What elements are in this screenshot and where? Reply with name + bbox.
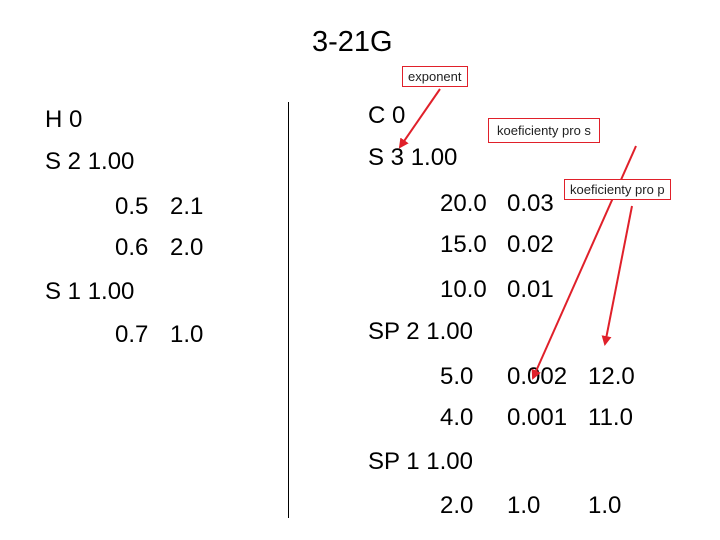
carbon-shell-sp1: SP 1 1.00 <box>368 448 473 475</box>
carbon-coefficient-p: 1.0 <box>588 492 622 519</box>
carbon-exponent: 5.0 <box>440 363 474 390</box>
hydrogen-header: H 0 <box>45 106 83 133</box>
hydrogen-exponent: 0.5 <box>115 193 149 220</box>
carbon-coefficient-s: 1.0 <box>507 492 541 519</box>
carbon-header: C 0 <box>368 102 406 129</box>
carbon-shell-sp2: SP 2 1.00 <box>368 318 473 345</box>
hydrogen-shell-s2: S 2 1.00 <box>45 148 135 175</box>
hydrogen-coefficient: 2.0 <box>170 234 204 261</box>
carbon-coefficient-s: 0.01 <box>507 276 554 303</box>
carbon-exponent: 20.0 <box>440 190 487 217</box>
hydrogen-exponent: 0.6 <box>115 234 149 261</box>
carbon-coefficient-p: 11.0 <box>588 404 633 431</box>
hydrogen-exponent: 0.7 <box>115 321 149 348</box>
column-divider <box>288 102 289 518</box>
hydrogen-coefficient: 2.1 <box>170 193 204 220</box>
carbon-coefficient-s: 0.03 <box>507 190 554 217</box>
carbon-exponent: 10.0 <box>440 276 487 303</box>
carbon-exponent: 15.0 <box>440 231 487 258</box>
carbon-coefficient-s: 0.001 <box>507 404 568 431</box>
coef-p-callout: koeficienty pro p <box>564 179 671 200</box>
coef-p-arrow <box>601 205 633 346</box>
exponent-arrow <box>398 88 441 149</box>
hydrogen-shell-s1: S 1 1.00 <box>45 278 135 305</box>
hydrogen-coefficient: 1.0 <box>170 321 204 348</box>
carbon-exponent: 2.0 <box>440 492 474 519</box>
carbon-exponent: 4.0 <box>440 404 474 431</box>
coef-s-callout: koeficienty pro s <box>488 118 600 143</box>
carbon-coefficient-p: 12.0 <box>588 363 635 390</box>
page-title: 3-21G <box>312 26 393 58</box>
exponent-callout: exponent <box>402 66 468 87</box>
carbon-coefficient-s: 0.02 <box>507 231 554 258</box>
carbon-shell-s3: S 3 1.00 <box>368 144 458 171</box>
